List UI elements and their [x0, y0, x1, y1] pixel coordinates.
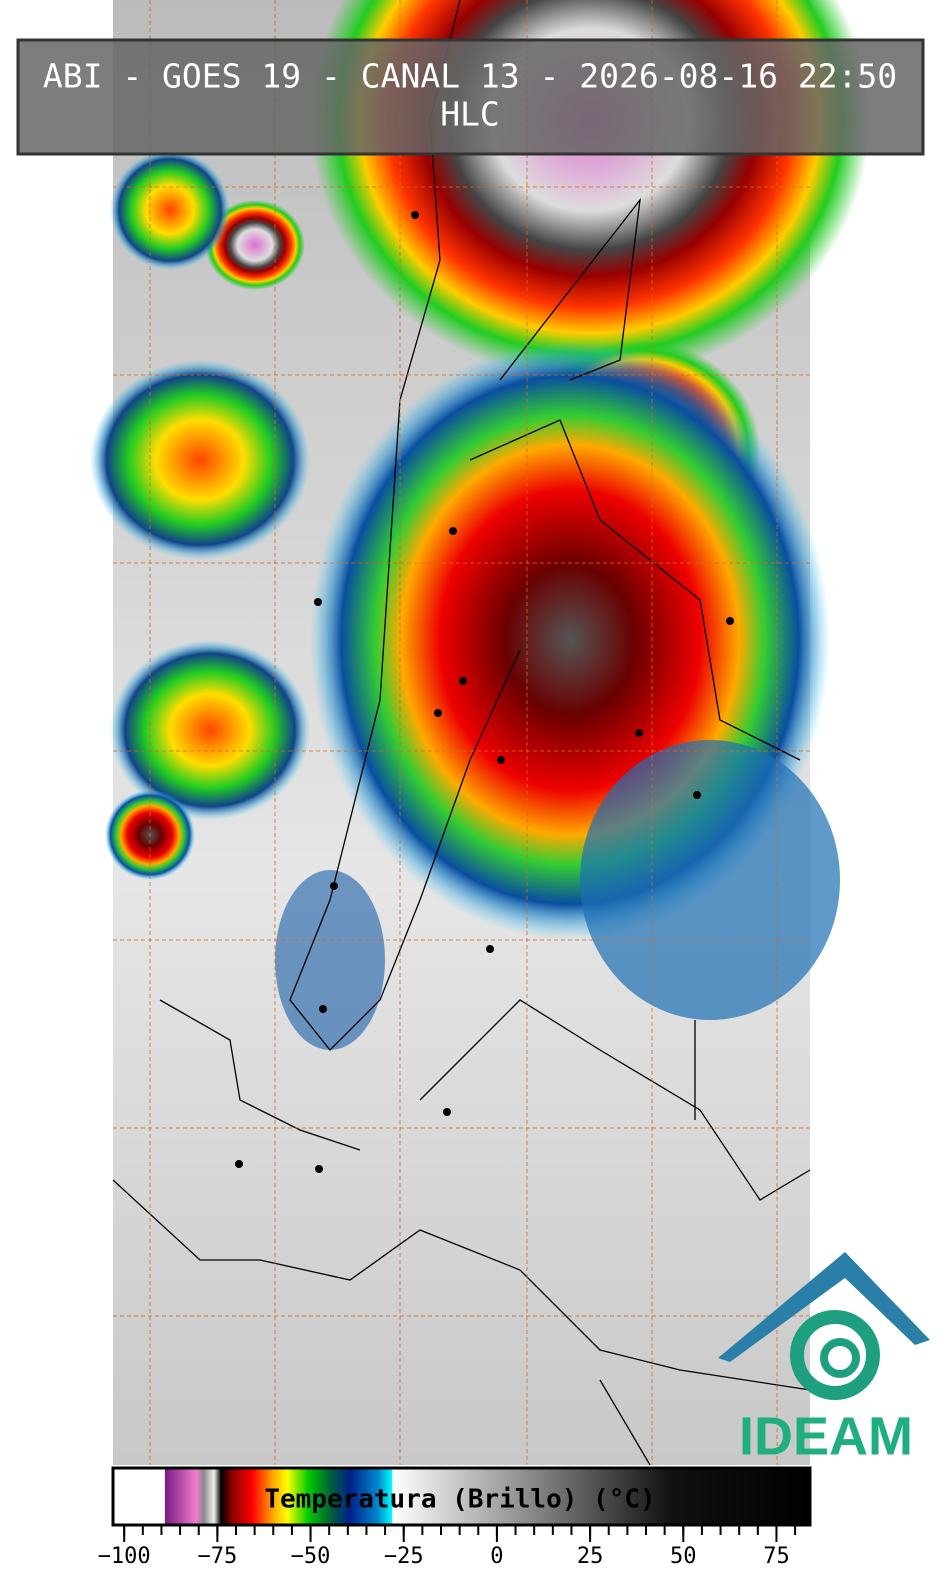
- tick-label: −50: [291, 1544, 331, 1569]
- subtitle: HLC: [440, 95, 500, 134]
- tick-label: 0: [490, 1544, 503, 1569]
- tick-label: −100: [98, 1544, 151, 1569]
- title: ABI - GOES 19 - CANAL 13 - 2026-08-16 22…: [43, 57, 897, 96]
- tick-label: 75: [763, 1544, 790, 1569]
- tick-label: −75: [197, 1544, 237, 1569]
- colorbar: Temperatura (Brillo) (°C) −100 −75 −50 −25 0…: [98, 1466, 812, 1569]
- graticule: [113, 0, 810, 1465]
- tick-label: 50: [670, 1544, 697, 1569]
- tick-label: 25: [577, 1544, 604, 1569]
- tick-label: −25: [384, 1544, 424, 1569]
- colorbar-label: Temperatura (Brillo) (°C): [264, 1485, 655, 1515]
- title-box: ABI - GOES 19 - CANAL 13 - 2026-08-16 22…: [16, 38, 925, 156]
- logo-text: IDEAM: [739, 1406, 913, 1466]
- logo: IDEAM: [718, 1252, 930, 1466]
- satellite-image: [90, 0, 870, 1466]
